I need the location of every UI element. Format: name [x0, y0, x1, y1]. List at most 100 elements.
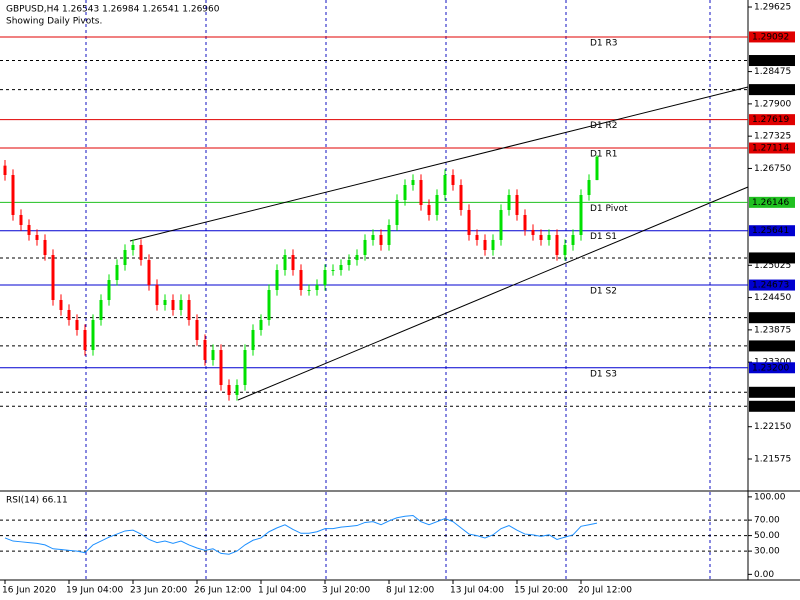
dashed-level-value: 1.25156	[752, 253, 789, 263]
candle-body	[339, 265, 343, 271]
pivot-box	[749, 362, 795, 374]
dashed-level-value: 1.22763	[752, 388, 789, 398]
candle-body	[323, 270, 327, 286]
candle-body	[283, 255, 287, 271]
candle-body	[275, 270, 279, 291]
candle-body	[547, 234, 551, 240]
pivot-value: 1.24673	[752, 281, 789, 291]
y-tick-label: 1.22150	[754, 422, 791, 432]
candle-body	[379, 234, 383, 245]
y-tick-label: 1.21575	[754, 455, 791, 465]
y-tick-label: 100.00	[754, 492, 786, 502]
candle-body	[531, 229, 535, 235]
candle-body	[355, 255, 359, 261]
y-tick-label: 1.27900	[754, 99, 791, 109]
candle-body	[467, 209, 471, 235]
candle-body	[163, 299, 167, 305]
candle-body	[107, 280, 111, 300]
x-tick-label: 3 Jul 20:00	[322, 586, 371, 596]
candle-body	[475, 234, 479, 240]
candle-body	[347, 260, 351, 266]
candle-body	[75, 319, 79, 330]
pivot-box	[749, 142, 795, 154]
pivot-value: 1.29092	[752, 32, 789, 42]
candle-body	[91, 319, 95, 351]
candle-body	[259, 319, 263, 330]
dashed-level-box	[749, 84, 795, 96]
y-tick-label: 1.29625	[754, 3, 791, 13]
rsi-line	[4, 514, 598, 555]
x-tick-label: 16 Jun 2020	[2, 586, 56, 596]
candle-body	[443, 175, 447, 196]
dashed-level-box	[749, 386, 795, 398]
candle-body	[179, 299, 183, 310]
candle-body	[555, 234, 559, 256]
pivot-box	[749, 225, 795, 237]
candle-body	[195, 319, 199, 340]
candle-body	[267, 290, 271, 320]
candle-body	[203, 339, 207, 361]
candle-body	[451, 175, 455, 186]
pivot-value: 1.27619	[752, 115, 789, 125]
candle-body	[411, 180, 415, 186]
y-tick-label: 1.23875	[754, 325, 791, 335]
candle-body	[131, 244, 135, 251]
pivot-label: D1 R1	[590, 150, 618, 160]
pivot-box	[749, 196, 795, 208]
candle-body	[251, 329, 255, 351]
candle-body	[139, 244, 143, 261]
chart-subtitle: Showing Daily Pivots.	[6, 17, 102, 27]
candle-body	[211, 350, 215, 361]
candle-body	[523, 214, 527, 230]
candle-body	[459, 185, 463, 210]
candle-body	[67, 309, 71, 320]
y-tick-label: 1.28475	[754, 67, 791, 77]
candle-body	[59, 299, 63, 310]
dashed-level-box	[749, 312, 795, 324]
candle-body	[563, 244, 567, 256]
pivot-value: 1.25641	[752, 226, 789, 236]
pivot-box	[749, 114, 795, 126]
dashed-level-value: 1.22514	[752, 402, 789, 412]
candle-body	[307, 290, 311, 292]
candle-body	[187, 299, 191, 320]
x-tick-label: 20 Jul 12:00	[578, 586, 632, 596]
dashed-level-box	[749, 340, 795, 352]
x-tick-label: 1 Jul 04:00	[258, 586, 307, 596]
pivot-label: D1 S2	[590, 287, 617, 297]
y-tick-label: 0.00	[754, 570, 774, 580]
y-tick-label: 30.00	[754, 547, 780, 557]
candle-body	[387, 224, 391, 245]
candle-body	[299, 270, 303, 291]
candle-body	[507, 195, 511, 210]
candle-body	[171, 299, 175, 310]
y-tick-label: 1.26750	[754, 164, 791, 174]
candle-body	[123, 250, 127, 266]
candle-body	[27, 224, 31, 235]
candle-body	[515, 195, 519, 215]
candle-body	[43, 239, 47, 256]
pivot-value: 1.23200	[752, 363, 789, 373]
pivot-box	[749, 279, 795, 291]
candle-body	[155, 285, 159, 305]
x-tick-label: 19 Jun 04:00	[66, 586, 123, 596]
candle-body	[19, 214, 23, 225]
x-tick-label: 23 Jun 20:00	[130, 586, 187, 596]
candle-body	[427, 204, 431, 215]
candle-body	[403, 185, 407, 200]
candle-body	[11, 175, 15, 215]
candle-body	[35, 234, 39, 240]
x-tick-label: 15 Jul 20:00	[514, 586, 568, 596]
trendline	[129, 86, 749, 242]
candle-body	[579, 195, 583, 235]
rsi-title: RSI(14) 66.11	[6, 496, 68, 506]
candle-body	[363, 239, 367, 256]
dashed-level-box	[749, 400, 795, 412]
pivot-value: 1.27114	[752, 144, 789, 154]
dashed-level-value: 1.24092	[752, 313, 789, 323]
pivot-label: D1 R2	[590, 121, 618, 131]
candle-body	[315, 285, 319, 291]
pivot-label: D1 Pivot	[590, 204, 628, 214]
